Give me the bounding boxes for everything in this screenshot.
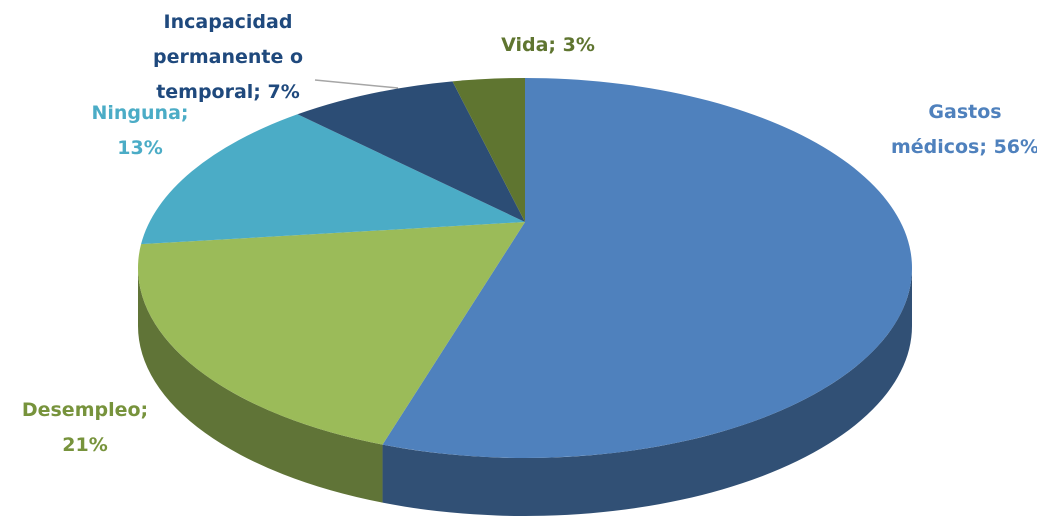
data-label-line: Vida; 3% bbox=[501, 34, 595, 56]
data-label: Vida; 3% bbox=[501, 34, 595, 56]
pie-slice bbox=[452, 78, 525, 222]
data-label-line: temporal; 7% bbox=[156, 81, 300, 103]
data-label-line: Desempleo; bbox=[22, 399, 148, 421]
data-label-line: 13% bbox=[117, 137, 162, 159]
pie-side bbox=[138, 268, 383, 503]
data-label: Gastos médicos; 56% bbox=[891, 101, 1037, 158]
data-label: Incapacidad permanente o temporal; 7% bbox=[153, 11, 303, 103]
pie-slice bbox=[297, 81, 525, 223]
data-label-line: médicos; 56% bbox=[891, 136, 1037, 158]
leader-line bbox=[314, 79, 399, 89]
data-label: Ninguna; 13% bbox=[91, 102, 188, 159]
data-label: Desempleo; 21% bbox=[22, 399, 148, 456]
pie-slice bbox=[382, 78, 913, 458]
pie-slice bbox=[141, 114, 525, 245]
pie-slice bbox=[137, 222, 525, 445]
data-label-line: Incapacidad bbox=[164, 11, 293, 33]
pie-side bbox=[382, 268, 913, 516]
data-label-line: permanente o bbox=[153, 46, 303, 68]
data-label-line: 21% bbox=[62, 434, 107, 456]
data-label-line: Ninguna; bbox=[91, 102, 188, 124]
data-label-line: Gastos bbox=[928, 101, 1001, 123]
